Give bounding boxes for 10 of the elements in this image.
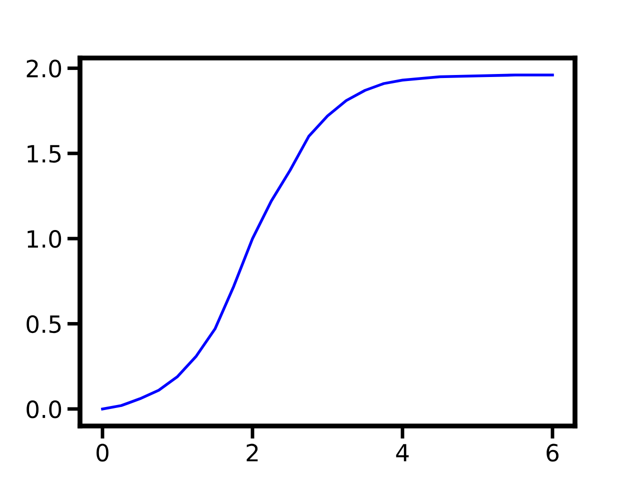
y-tick-label: 1.5 (28, 145, 61, 163)
y-tick-label: 2.0 (26, 60, 62, 78)
y-tick-label: 0.5 (26, 315, 61, 334)
line-series (101, 74, 554, 410)
x-tick-label: 4 (396, 444, 409, 462)
x-tick-label: 6 (546, 444, 559, 462)
y-tick-label: 0.0 (26, 400, 62, 418)
x-tick-label: 0 (96, 444, 108, 462)
y-tick-label: 1.0 (28, 230, 62, 248)
x-tick-label: 2 (246, 444, 258, 462)
